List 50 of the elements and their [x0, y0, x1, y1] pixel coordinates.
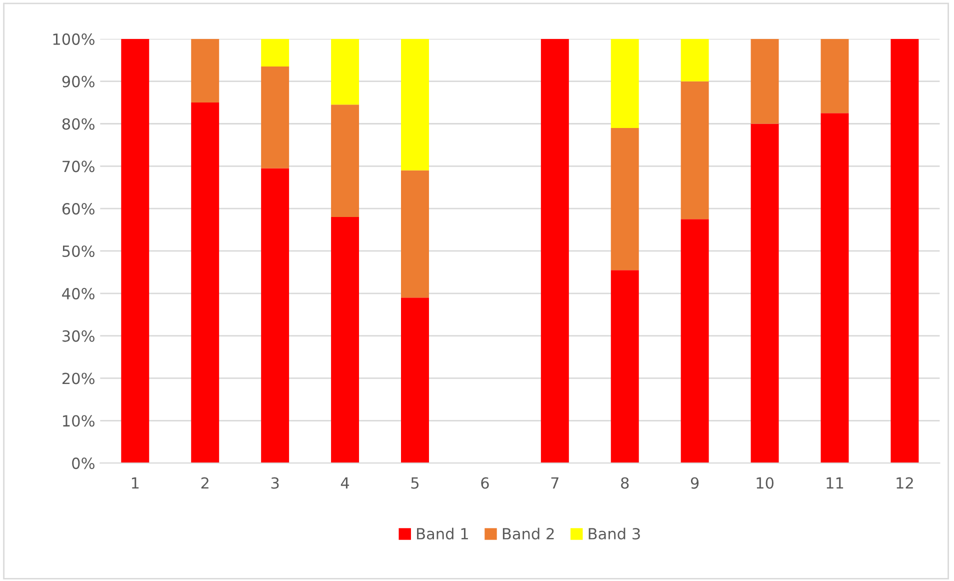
bar [820, 113, 849, 464]
y-tick-label: 40% [62, 288, 94, 300]
y-tick-label: 0% [72, 458, 94, 470]
bar [610, 128, 639, 270]
bar [191, 38, 220, 103]
bar [610, 270, 639, 464]
x-tick-label: 10 [756, 477, 774, 489]
legend-label: Band 1 [417, 528, 468, 540]
bar [680, 219, 709, 464]
x-tick-label: 7 [551, 477, 558, 489]
bar [331, 38, 360, 105]
bar [261, 38, 290, 66]
bar [680, 81, 709, 220]
x-tick-label: 12 [896, 477, 913, 489]
bar [121, 38, 150, 464]
y-tick-label: 20% [62, 372, 94, 384]
bar [401, 298, 429, 464]
y-tick-label: 70% [62, 160, 94, 172]
x-tick-label: 9 [690, 477, 699, 489]
x-tick-label: 5 [411, 477, 419, 489]
bar [750, 38, 779, 124]
bar [261, 66, 290, 168]
bar [401, 170, 429, 298]
y-tick-label: 50% [62, 245, 94, 258]
x-tick-label: 3 [271, 477, 279, 489]
bar [680, 38, 709, 82]
x-tick-label: 11 [826, 477, 844, 489]
y-tick-label: 10% [63, 415, 94, 427]
y-tick-label: 80% [62, 118, 94, 130]
legend-label: Band 3 [588, 528, 640, 540]
bar [540, 38, 569, 464]
x-tick-label: 6 [481, 477, 489, 489]
bar [820, 38, 849, 114]
y-tick-label: 30% [62, 330, 94, 342]
y-tick-label: 100% [53, 33, 94, 45]
y-tick-label: 60% [62, 203, 94, 215]
x-tick-label: 4 [340, 477, 350, 489]
x-tick-label: 1 [132, 477, 139, 489]
bar [890, 38, 919, 464]
bar [191, 102, 220, 464]
bar [750, 124, 779, 464]
y-tick-label: 90% [62, 76, 94, 88]
bar [401, 38, 429, 170]
bar [331, 104, 360, 218]
bar [261, 168, 290, 464]
bar [331, 217, 360, 464]
x-tick-label: 8 [621, 477, 629, 489]
bar [610, 38, 639, 128]
legend-label: Band 2 [502, 528, 554, 540]
x-tick-label: 2 [201, 477, 208, 489]
